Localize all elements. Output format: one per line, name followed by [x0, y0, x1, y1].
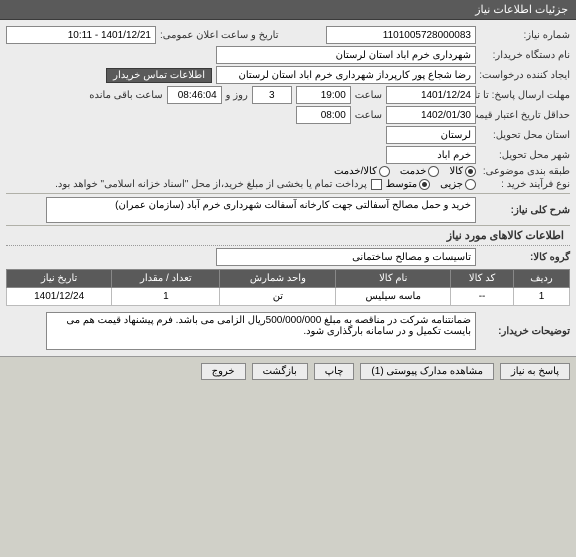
- city-field[interactable]: [386, 146, 476, 164]
- req-no-label: شماره نیاز:: [480, 30, 570, 41]
- goods-section-title: اطلاعات کالاهای مورد نیاز: [6, 225, 570, 246]
- radio-dot-icon: [465, 166, 476, 177]
- goods-table: ردیف کد کالا نام کالا واحد شمارش تعداد /…: [6, 269, 570, 306]
- time-label-1: ساعت: [355, 90, 382, 101]
- process-radio-group: جزیی متوسط: [386, 179, 476, 190]
- summary-label: شرح کلی نیاز:: [480, 205, 570, 216]
- credit-label: حداقل تاریخ اعتبار قیمت: تا تاریخ:: [480, 110, 570, 121]
- back-button[interactable]: بازگشت: [252, 363, 308, 380]
- cell-row: 1: [514, 288, 570, 306]
- attachments-button[interactable]: مشاهده مدارک پیوستی (1): [360, 363, 494, 380]
- credit-time[interactable]: [296, 106, 351, 124]
- radio-service[interactable]: خدمت: [400, 166, 440, 177]
- footer-toolbar: پاسخ به نیاز مشاهده مدارک پیوستی (1) چاپ…: [0, 356, 576, 386]
- cell-unit: تن: [220, 288, 336, 306]
- deadline-time[interactable]: [296, 86, 351, 104]
- print-button[interactable]: چاپ: [314, 363, 355, 380]
- radio-medium[interactable]: متوسط: [386, 179, 430, 190]
- radio-goods[interactable]: کالا: [449, 166, 476, 177]
- process-label: نوع فرآیند خرید :: [480, 179, 570, 190]
- col-date: تاریخ نیاز: [7, 270, 112, 288]
- payment-note: پرداخت تمام یا بخشی از مبلغ خرید،از محل …: [55, 179, 367, 190]
- buyer-org-field[interactable]: [216, 46, 476, 64]
- city-label: شهر محل تحویل:: [480, 150, 570, 161]
- credit-date[interactable]: [386, 106, 476, 124]
- remaining-label: ساعت باقی مانده: [89, 90, 162, 101]
- buyer-notes-textarea[interactable]: [46, 312, 476, 350]
- days-remaining[interactable]: [252, 86, 292, 104]
- radio-medium-label: متوسط: [386, 179, 417, 190]
- details-panel: شماره نیاز: تاریخ و ساعت اعلان عمومی: نا…: [0, 20, 576, 356]
- cell-date: 1401/12/24: [7, 288, 112, 306]
- payment-checkbox[interactable]: [371, 179, 382, 190]
- cell-qty: 1: [112, 288, 220, 306]
- col-name: نام کالا: [336, 270, 451, 288]
- col-row: ردیف: [514, 270, 570, 288]
- window-title-bar: جزئیات اطلاعات نیاز: [0, 0, 576, 20]
- cell-code: --: [451, 288, 514, 306]
- category-label: طبقه بندی موضوعی:: [480, 166, 570, 177]
- announce-label: تاریخ و ساعت اعلان عمومی:: [160, 30, 279, 41]
- radio-partial-label: جزیی: [440, 179, 463, 190]
- cell-name: ماسه سیلیس: [336, 288, 451, 306]
- province-label: استان محل تحویل:: [480, 130, 570, 141]
- radio-both[interactable]: کالا/خدمت: [334, 166, 390, 177]
- radio-service-label: خدمت: [400, 166, 427, 177]
- window-title: جزئیات اطلاعات نیاز: [475, 4, 568, 16]
- radio-goods-label: کالا: [449, 166, 463, 177]
- table-row[interactable]: 1 -- ماسه سیلیس تن 1 1401/12/24: [7, 288, 570, 306]
- exit-button[interactable]: خروج: [201, 363, 246, 380]
- col-qty: تعداد / مقدار: [112, 270, 220, 288]
- goods-group-label: گروه کالا:: [480, 252, 570, 263]
- contact-badge[interactable]: اطلاعات تماس خریدار: [106, 68, 212, 83]
- radio-partial[interactable]: جزیی: [440, 179, 476, 190]
- buyer-notes-label: توضیحات خریدار:: [480, 326, 570, 337]
- day-label: روز و: [226, 90, 248, 101]
- goods-group-field[interactable]: [216, 248, 476, 266]
- summary-textarea[interactable]: [46, 197, 476, 223]
- radio-dot-icon: [379, 166, 390, 177]
- deadline-label: مهلت ارسال پاسخ: تا تاریخ:: [480, 90, 570, 101]
- col-unit: واحد شمارش: [220, 270, 336, 288]
- buyer-org-label: نام دستگاه خریدار:: [480, 50, 570, 61]
- radio-dot-icon: [428, 166, 439, 177]
- creator-field[interactable]: [216, 66, 476, 84]
- category-radio-group: کالا خدمت کالا/خدمت: [334, 166, 476, 177]
- req-no-field[interactable]: [326, 26, 476, 44]
- province-field[interactable]: [386, 126, 476, 144]
- table-header-row: ردیف کد کالا نام کالا واحد شمارش تعداد /…: [7, 270, 570, 288]
- deadline-date[interactable]: [386, 86, 476, 104]
- respond-button[interactable]: پاسخ به نیاز: [500, 363, 570, 380]
- creator-label: ایجاد کننده درخواست:: [480, 70, 570, 81]
- time-remaining[interactable]: [167, 86, 222, 104]
- col-code: کد کالا: [451, 270, 514, 288]
- radio-dot-icon: [465, 179, 476, 190]
- radio-dot-icon: [419, 179, 430, 190]
- announce-field[interactable]: [6, 26, 156, 44]
- time-label-2: ساعت: [355, 110, 382, 121]
- radio-both-label: کالا/خدمت: [334, 166, 377, 177]
